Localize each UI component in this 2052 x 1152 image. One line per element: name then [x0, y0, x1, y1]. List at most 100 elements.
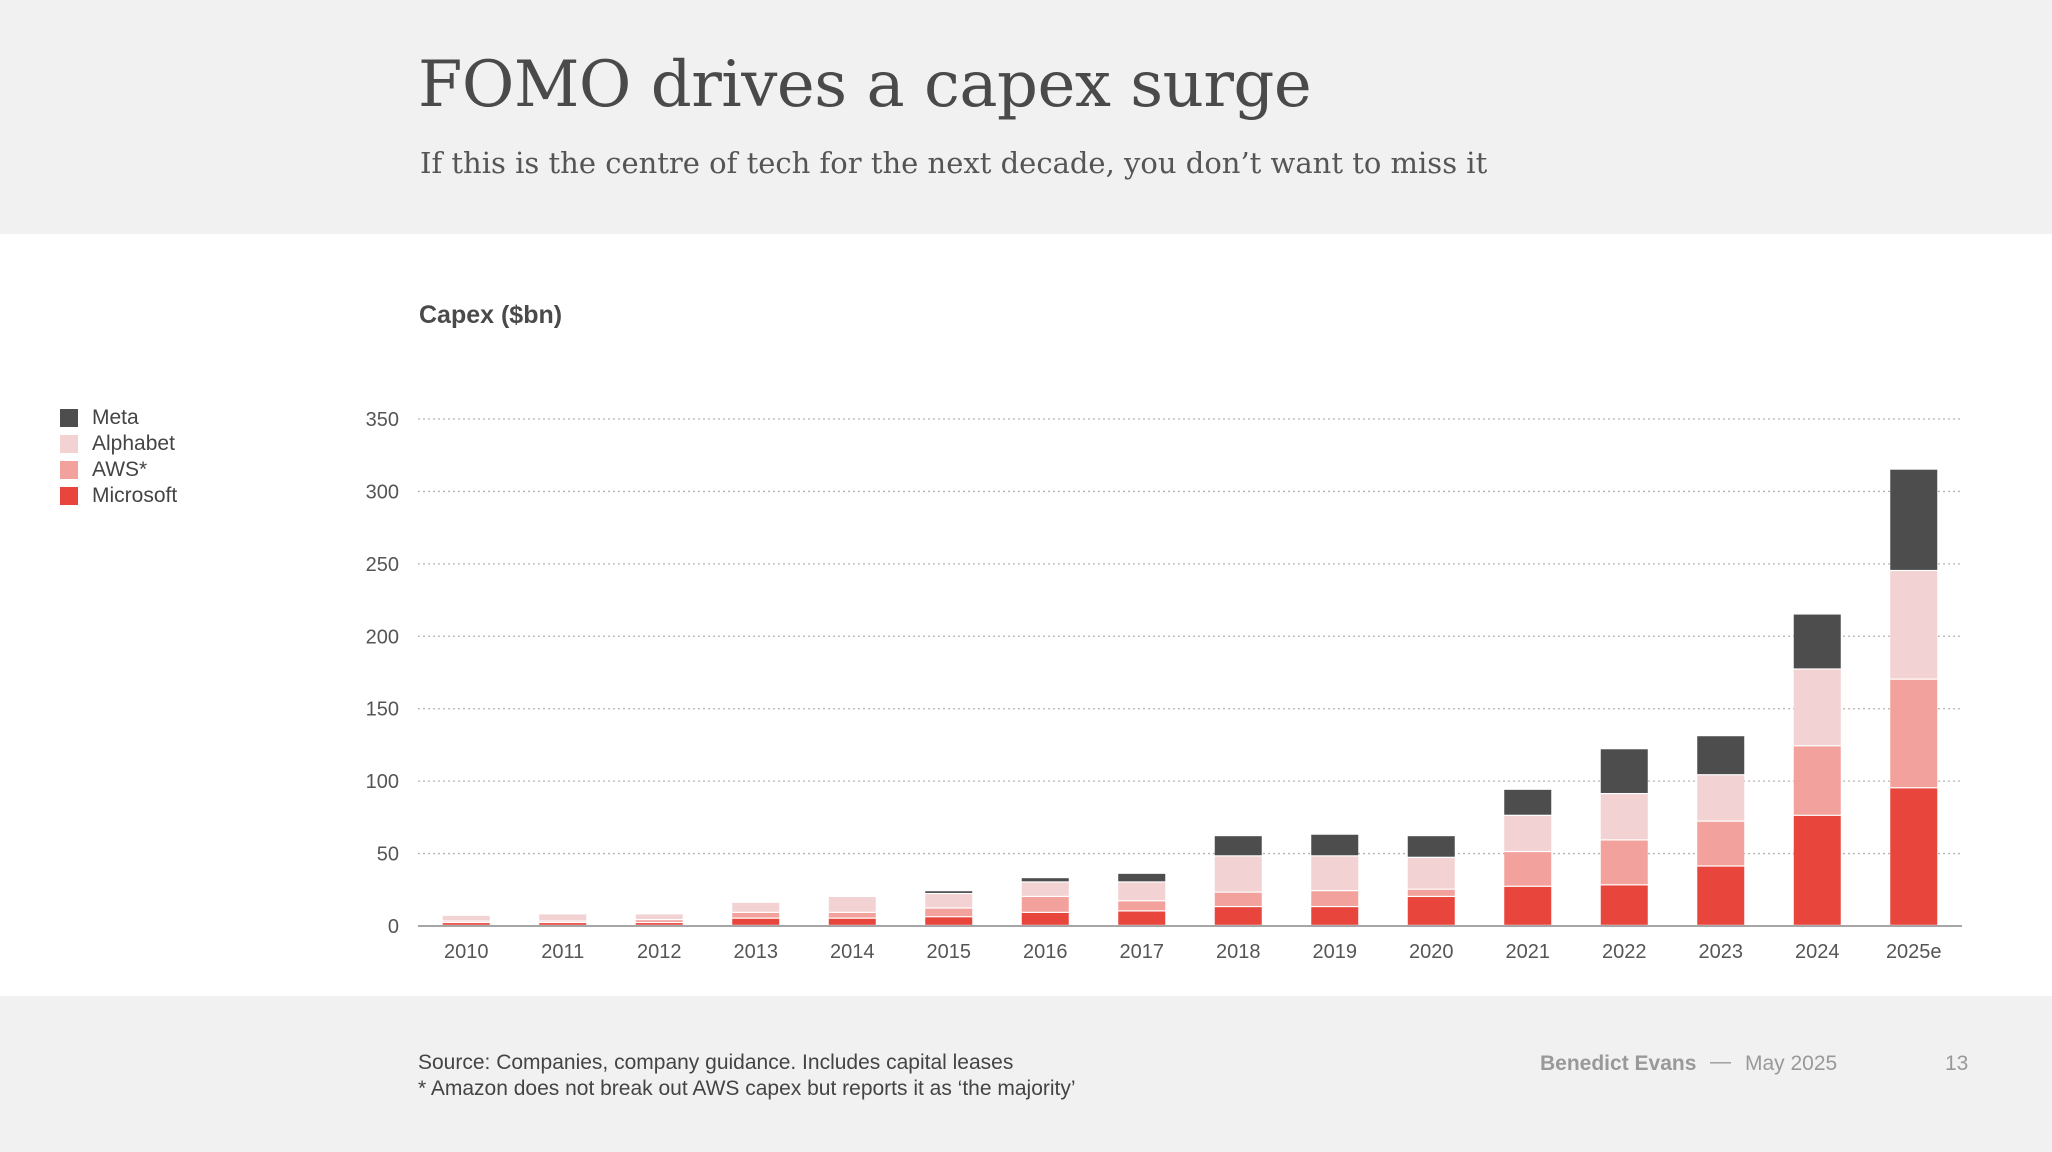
legend-swatch-meta — [60, 409, 78, 427]
x-tick-label: 2022 — [1602, 941, 1647, 963]
bar-meta-2021 — [1504, 789, 1552, 815]
bar-aws-2012 — [635, 920, 683, 922]
x-tick-label: 2016 — [1023, 941, 1068, 963]
bar-alphabet-2012 — [635, 914, 683, 920]
x-tick-label: 2021 — [1506, 941, 1551, 963]
bar-alphabet-2020 — [1407, 857, 1455, 889]
bar-meta-2018 — [1214, 836, 1262, 856]
bar-meta-2024 — [1793, 614, 1841, 669]
x-tick-label: 2012 — [637, 941, 682, 963]
bar-microsoft-2015 — [925, 917, 973, 925]
bar-microsoft-2020 — [1407, 897, 1455, 925]
bar-alphabet-2010 — [442, 915, 490, 921]
legend-label-meta: Meta — [92, 406, 139, 429]
bar-alphabet-2016 — [1021, 882, 1069, 896]
x-tick-label: 2017 — [1120, 941, 1165, 963]
capex-chart: Capex ($bn) 0 50 100 150 200 250 300 350 2010 201… — [366, 301, 1962, 963]
bar-microsoft-2023 — [1697, 866, 1745, 925]
bar-microsoft-2011 — [539, 923, 587, 925]
footer-band — [0, 996, 2052, 1152]
bar-aws-2016 — [1021, 897, 1069, 912]
y-tick-label: 350 — [366, 409, 399, 431]
bar-aws-2022 — [1600, 840, 1648, 885]
bar-meta-2020 — [1407, 836, 1455, 857]
bar-meta-2023 — [1697, 736, 1745, 775]
bar-alphabet-2018 — [1214, 856, 1262, 892]
bar-alphabet-2014 — [828, 897, 876, 912]
bar-alphabet-2023 — [1697, 775, 1745, 821]
author-name: Benedict Evans — [1540, 1052, 1697, 1075]
y-tick-label: 250 — [366, 554, 399, 576]
y-tick-label: 100 — [366, 771, 399, 793]
bar-meta-2015 — [925, 891, 973, 893]
bar-microsoft-2025e — [1890, 788, 1938, 925]
bar-aws-2019 — [1311, 891, 1359, 906]
bar-alphabet-2011 — [539, 914, 587, 921]
bar-microsoft-2021 — [1504, 886, 1552, 925]
page-title: FOMO drives a capex surge — [418, 48, 1312, 122]
source-line-1: Source: Companies, company guidance. Inc… — [418, 1051, 1014, 1074]
bar-meta-2017 — [1118, 873, 1166, 882]
legend-item-aws: AWS* — [60, 457, 177, 483]
bar-alphabet-2025e — [1890, 571, 1938, 679]
legend-item-microsoft: Microsoft — [60, 483, 177, 509]
bar-alphabet-2022 — [1600, 794, 1648, 840]
bar-aws-2024 — [1793, 746, 1841, 815]
bars — [442, 469, 1938, 925]
axes: 0 50 100 150 200 250 300 350 2010 2011 2012 2013 201… — [366, 409, 1962, 963]
chart-legend: Meta Alphabet AWS* Microsoft — [60, 405, 177, 509]
legend-label-alphabet: Alphabet — [92, 432, 175, 455]
bar-aws-2020 — [1407, 889, 1455, 896]
bar-microsoft-2019 — [1311, 907, 1359, 925]
bar-alphabet-2024 — [1793, 669, 1841, 746]
y-tick-label: 50 — [377, 844, 399, 866]
legend-swatch-microsoft — [60, 487, 78, 505]
bar-microsoft-2010 — [442, 923, 490, 925]
y-tick-label: 150 — [366, 699, 399, 721]
bar-aws-2015 — [925, 908, 973, 917]
y-tick-label: 200 — [366, 626, 399, 648]
page-number: 13 — [1945, 1052, 1969, 1075]
bar-alphabet-2019 — [1311, 856, 1359, 891]
page-subtitle: If this is the centre of tech for the ne… — [420, 146, 1488, 180]
bar-aws-2023 — [1697, 821, 1745, 866]
bar-aws-2018 — [1214, 892, 1262, 906]
bar-microsoft-2022 — [1600, 885, 1648, 925]
x-tick-label: 2019 — [1313, 941, 1358, 963]
header-band: FOMO drives a capex surge If this is the… — [0, 0, 2052, 234]
source-note: Source: Companies, company guidance. Inc… — [418, 1050, 1076, 1102]
source-line-2: * Amazon does not break out AWS capex bu… — [418, 1077, 1076, 1100]
x-tick-label: 2018 — [1216, 941, 1261, 963]
x-tick-label: 2010 — [444, 941, 489, 963]
bar-meta-2016 — [1021, 878, 1069, 882]
y-tick-label: 300 — [366, 481, 399, 503]
bar-microsoft-2012 — [635, 923, 683, 925]
bar-microsoft-2016 — [1021, 912, 1069, 925]
bar-meta-2022 — [1600, 749, 1648, 793]
bar-meta-2025e — [1890, 469, 1938, 570]
bar-microsoft-2013 — [732, 918, 780, 925]
bar-aws-2014 — [828, 912, 876, 918]
bar-microsoft-2017 — [1118, 911, 1166, 925]
x-tick-label: 2020 — [1409, 941, 1454, 963]
legend-item-alphabet: Alphabet — [60, 431, 177, 457]
bar-alphabet-2015 — [925, 894, 973, 908]
chart-title: Capex ($bn) — [419, 301, 562, 329]
legend-label-microsoft: Microsoft — [92, 484, 178, 507]
footer-separator: — — [1710, 1050, 1731, 1073]
bar-microsoft-2014 — [828, 918, 876, 925]
x-tick-label: 2025e — [1886, 941, 1942, 963]
bar-aws-2025e — [1890, 679, 1938, 788]
legend-swatch-aws — [60, 461, 78, 479]
x-tick-label: 2014 — [830, 941, 875, 963]
legend-label-aws: AWS* — [92, 458, 148, 481]
bar-meta-2019 — [1311, 834, 1359, 856]
bar-aws-2021 — [1504, 852, 1552, 886]
x-tick-label: 2013 — [734, 941, 779, 963]
bar-microsoft-2018 — [1214, 907, 1262, 925]
x-tick-label: 2015 — [927, 941, 972, 963]
bar-alphabet-2021 — [1504, 815, 1552, 851]
bar-alphabet-2013 — [732, 902, 780, 912]
bar-microsoft-2024 — [1793, 815, 1841, 925]
x-tick-label: 2023 — [1699, 941, 1744, 963]
